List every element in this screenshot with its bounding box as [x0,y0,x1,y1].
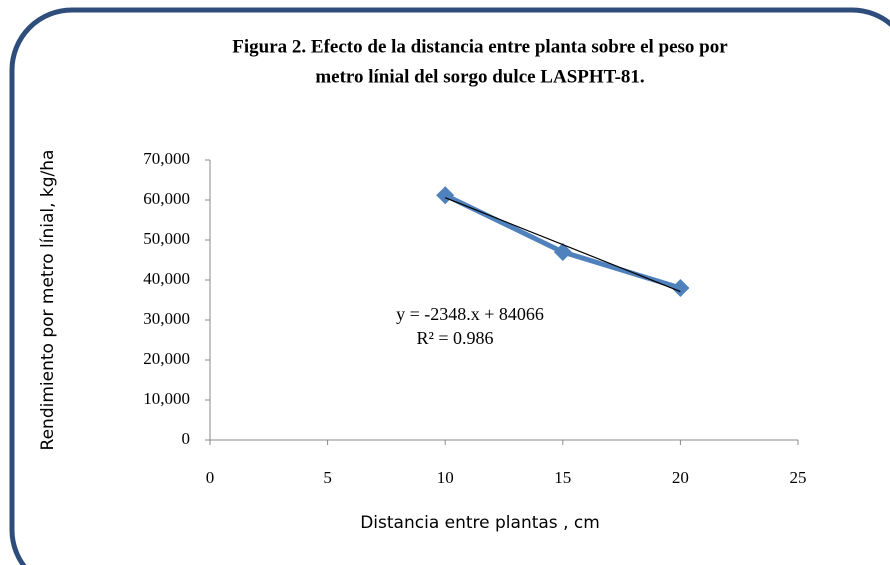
chart-title: Figura 2. Efecto de la distancia entre p… [232,36,728,57]
x-tick-label: 10 [437,468,454,487]
y-tick-label: 70,000 [143,149,190,168]
equation: y = -2348.x + 84066 [396,304,544,324]
series-line [444,192,682,291]
y-axis-title: Rendimiento por metro línial, kg/ha [38,150,58,451]
frame [9,7,890,565]
r-squared: R² = 0.986 [416,328,493,348]
marker [436,186,455,205]
y-tick-label: 60,000 [143,189,190,208]
x-tick-label: 5 [323,468,332,487]
y-tick-label: 40,000 [143,269,190,288]
y-tick-label: 10,000 [143,389,190,408]
y-tick-label: 30,000 [143,309,190,328]
y-tick-label: 0 [182,429,191,448]
x-tick-label: 15 [554,468,571,487]
trendline [444,197,681,293]
x-tick-label: 0 [206,468,215,487]
x-tick-label: 25 [790,468,807,487]
y-tick-label: 20,000 [143,349,190,368]
y-tick-label: 50,000 [143,229,190,248]
x-tick-label: 20 [672,468,689,487]
chart-subtitle: metro línial del sorgo dulce LASPHT-81. [315,66,644,87]
marker [553,243,572,261]
x-axis-title: Distancia entre plantas , cm [360,513,600,533]
marker [671,279,690,297]
